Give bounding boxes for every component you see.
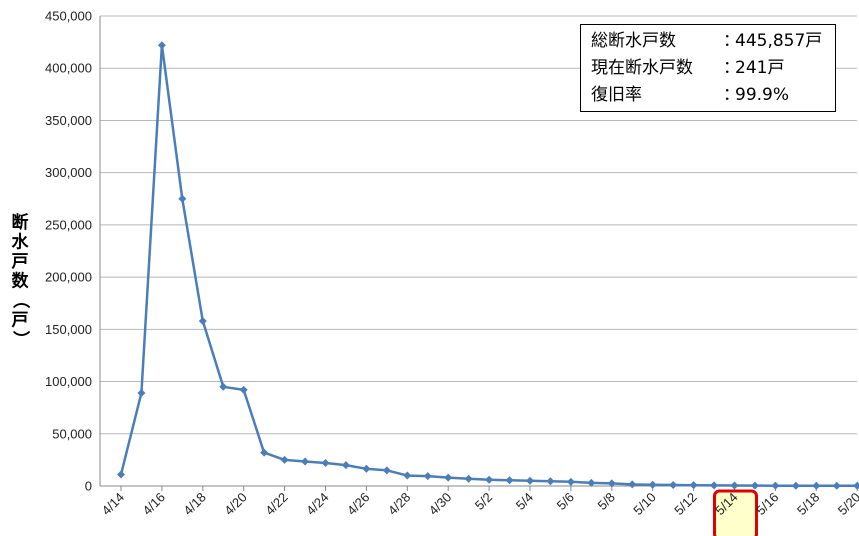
y-axis-label-char: 戸 [12, 311, 29, 331]
y-tick-label: 50,000 [52, 426, 92, 441]
data-point [178, 194, 187, 203]
data-point [526, 476, 534, 485]
y-tick-label: 150,000 [45, 322, 92, 337]
data-point [750, 481, 759, 490]
data-point [587, 478, 596, 487]
data-point [341, 461, 350, 470]
x-tick-label: 4/16 [140, 490, 169, 519]
data-point [362, 464, 371, 473]
summary-current-separator: ： [723, 58, 740, 78]
data-point [301, 457, 310, 466]
data-point [239, 385, 248, 394]
data-point [280, 455, 289, 464]
x-tick-label: 5/12 [671, 490, 700, 519]
summary-current-value: 241戸 [735, 58, 785, 78]
y-axis-label-char: 数 [12, 271, 30, 292]
x-tick-label: 4/30 [426, 490, 455, 519]
y-axis-label: 断水戸数（戸） [10, 212, 31, 348]
data-point [157, 41, 166, 50]
data-point [117, 470, 125, 479]
data-point [832, 481, 841, 490]
x-tick-label: 4/28 [385, 490, 414, 519]
data-point [198, 316, 207, 325]
summary-row-recovery: 復旧率 ： 99.9% [591, 82, 835, 109]
x-tick-label: 4/18 [180, 490, 209, 519]
data-point [669, 480, 678, 489]
data-point [566, 477, 575, 486]
data-point [812, 481, 821, 490]
y-axis-label-text: 断 [12, 212, 29, 233]
y-axis-label-char: （ [10, 292, 31, 309]
data-point [648, 480, 657, 489]
data-point [791, 481, 800, 490]
x-tick-label: 4/20 [221, 490, 250, 519]
y-tick-label: 450,000 [45, 9, 92, 24]
y-axis-label-char: 断 [12, 212, 29, 233]
x-tick-label: 5/18 [794, 490, 823, 519]
data-point [321, 459, 330, 468]
x-tick-label: 5/8 [595, 490, 618, 513]
x-tick-label: 4/14 [99, 490, 128, 519]
y-axis-label-text: 戸 [12, 252, 29, 272]
summary-row-current: 現在断水戸数 ： 241戸 [591, 55, 835, 82]
data-point [853, 481, 859, 490]
data-point [382, 466, 391, 475]
data-point [219, 382, 228, 391]
data-point [403, 471, 412, 480]
y-tick-label: 100,000 [45, 374, 92, 389]
x-tick-label: 5/2 [472, 490, 495, 513]
data-point [444, 473, 453, 482]
summary-box: 総断水戸数 ： 445,857戸 現在断水戸数 ： 241戸 復旧率 ： 99.… [580, 24, 836, 112]
data-point [628, 480, 637, 489]
y-axis-label-text: 数 [12, 271, 30, 292]
y-axis-label-text: （ [10, 292, 31, 309]
gridlines [100, 15, 857, 435]
y-tick-label: 200,000 [45, 270, 92, 285]
x-tick-label: 4/22 [262, 490, 291, 519]
summary-recovery-separator: ： [723, 85, 740, 105]
x-tick-label: 5/4 [513, 490, 536, 513]
y-axis-label-char: 戸 [12, 252, 29, 272]
data-point [423, 472, 432, 481]
summary-row-total: 総断水戸数 ： 445,857戸 [591, 28, 835, 55]
y-tick-label: 350,000 [45, 113, 92, 128]
data-point [607, 479, 616, 488]
summary-current-label: 現在断水戸数 [591, 58, 693, 78]
data-point [137, 389, 146, 398]
summary-recovery-value: 99.9% [735, 85, 790, 105]
y-axis-ticks: 0 50,000 100,000 150,000 200,000 250,000 300,0… [45, 9, 92, 494]
y-tick-label: 300,000 [45, 165, 92, 180]
data-point [260, 448, 269, 457]
data-point [464, 474, 473, 483]
x-tick-label: 5/20 [835, 490, 859, 519]
x-tick-label: 5/10 [630, 490, 659, 519]
summary-recovery-label: 復旧率 [591, 85, 642, 105]
x-tick-label: 4/26 [344, 490, 373, 519]
y-axis-label-text: ） [10, 331, 31, 348]
y-axis-label-text: 水 [12, 232, 30, 253]
data-point [771, 481, 780, 490]
y-axis-label-char: ） [10, 331, 31, 348]
y-axis-label-char: 水 [12, 232, 30, 253]
y-tick-label: 400,000 [45, 61, 92, 76]
y-tick-label: 0 [85, 479, 92, 494]
y-tick-label: 250,000 [45, 217, 92, 232]
data-point [546, 477, 555, 486]
x-tick-label: 5/6 [554, 490, 577, 513]
data-point [485, 475, 494, 484]
data-point [689, 481, 698, 490]
data-series [117, 41, 859, 490]
summary-total-value: 445,857戸 [735, 31, 823, 51]
data-point [730, 481, 739, 490]
highlight-box [713, 489, 758, 536]
y-axis-label-text: 戸 [12, 311, 29, 331]
data-point [505, 476, 514, 485]
summary-total-separator: ： [723, 31, 740, 51]
data-point [710, 481, 719, 490]
summary-total-label: 総断水戸数 [591, 31, 676, 51]
x-axis-ticks: 4/14 4/16 4/18 4/20 4/22 4/24 4/26 4/28 4/30 5/2 5… [99, 486, 859, 536]
x-tick-label: 4/24 [303, 490, 332, 519]
